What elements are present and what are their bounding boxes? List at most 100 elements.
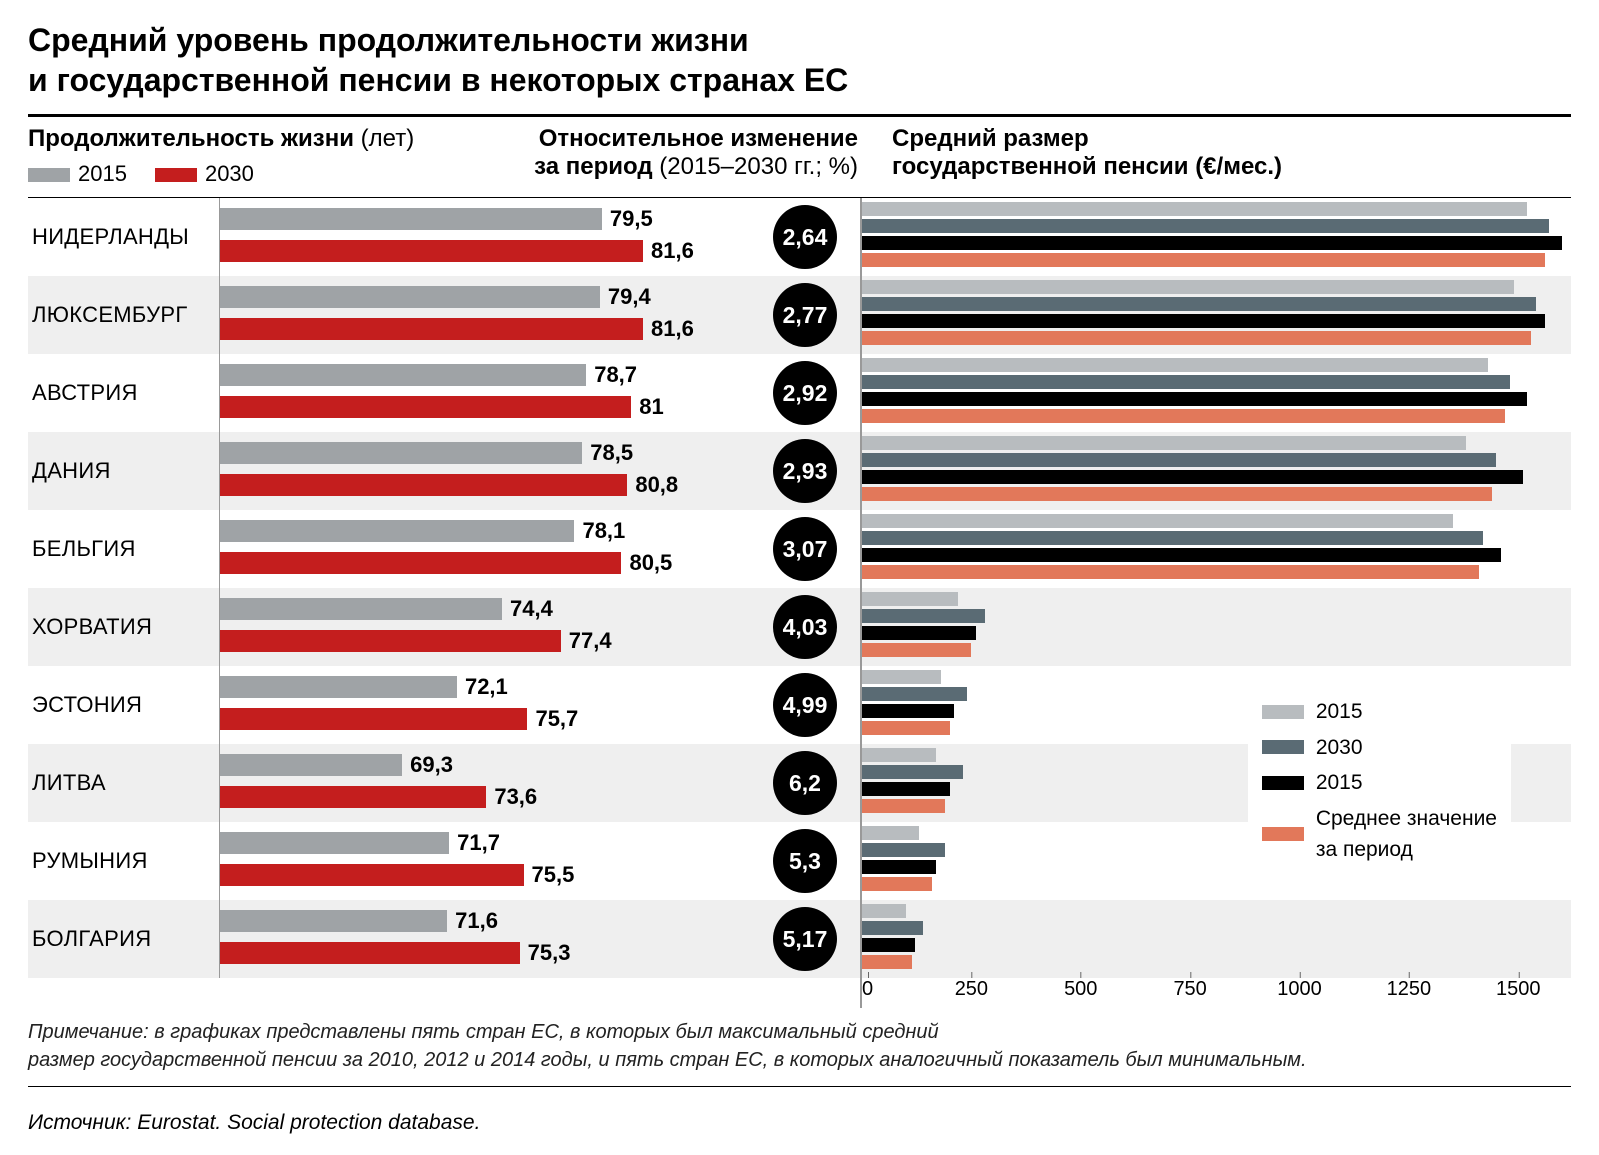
legend-life-2015: 2015 [28,161,127,187]
change-badge: 6,2 [773,751,837,815]
life-value: 79,5 [610,206,653,232]
country-label: БОЛГАРИЯ [28,900,220,978]
change-col: 2,93 [750,432,860,510]
change-badge: 2,64 [773,205,837,269]
header-life-unit: (лет) [354,125,414,152]
life-bar [220,754,402,776]
axis-tick: 1000 [1277,978,1322,1001]
country-label: ЭСТОНИЯ [28,666,220,744]
chart-title: Средний уровень продолжительности жизни … [28,20,1571,100]
change-col: 4,99 [750,666,860,744]
life-bar [220,942,520,964]
life-value: 72,1 [465,674,508,700]
life-bar [220,364,586,386]
legend-item: 2030 [1262,732,1497,764]
pension-bar [862,670,941,684]
pension-bar [862,938,915,952]
header-life-main: Продолжительность жизни [28,125,354,152]
country-label: ЛИТВА [28,744,220,822]
header-pension-l2: государственной пенсии (€/мес.) [892,153,1571,181]
pension-bar [862,202,1527,216]
pension-bar [862,253,1545,267]
pension-bar [862,609,985,623]
country-label: БЕЛЬГИЯ [28,510,220,588]
change-badge: 2,93 [773,439,837,503]
pension-bar [862,280,1514,294]
pension-axis-row: 0250500750100012501500 [28,978,1571,1008]
legend-swatch [1262,827,1304,841]
pension-bar [862,704,954,718]
column-headers: Продолжительность жизни (лет) 2015 2030 … [28,117,1571,197]
life-value: 71,6 [455,908,498,934]
life-value: 75,5 [532,862,575,888]
life-value: 79,4 [608,284,651,310]
legend-life: 2015 2030 [28,161,518,187]
country-label: НИДЕРЛАНДЫ [28,198,220,276]
pension-bar [862,765,963,779]
pension-bar [862,782,950,796]
life-bar [220,864,524,886]
life-bar [220,676,457,698]
pension-bar [862,314,1545,328]
header-change-l2a: за период [534,153,659,180]
axis-tick: 750 [1173,978,1206,1001]
life-bars: 78,781 [220,354,750,432]
life-bars: 74,477,4 [220,588,750,666]
table-row: ДАНИЯ78,580,82,93 [28,432,1571,510]
pension-bar [862,904,906,918]
life-bars: 72,175,7 [220,666,750,744]
life-bar [220,318,643,340]
country-label: ХОРВАТИЯ [28,588,220,666]
country-label: РУМЫНИЯ [28,822,220,900]
life-bar [220,520,574,542]
table-row: ХОРВАТИЯ74,477,44,03 [28,588,1571,666]
change-col: 5,17 [750,900,860,978]
change-col: 5,3 [750,822,860,900]
pension-bar [862,409,1505,423]
life-bar [220,598,502,620]
life-bar [220,208,602,230]
change-badge: 2,92 [773,361,837,425]
change-badge: 3,07 [773,517,837,581]
pension-bar [862,826,919,840]
life-bar [220,786,486,808]
legend-swatch [1262,776,1304,790]
life-bar [220,286,600,308]
life-bars: 78,180,5 [220,510,750,588]
life-value: 75,3 [528,940,571,966]
pension-bar [862,297,1536,311]
life-value: 78,5 [590,440,633,466]
pension-bar [862,626,976,640]
title-line1: Средний уровень продолжительности жизни [28,22,749,58]
country-label: ЛЮКСЕМБУРГ [28,276,220,354]
footnote: Примечание: в графиках представлены пять… [28,1018,1571,1074]
footnote-l1: Примечание: в графиках представлены пять… [28,1021,939,1043]
header-change-l1: Относительное изменение [518,125,858,153]
life-bar [220,910,447,932]
legend-label: 2015 [1316,767,1363,799]
footnote-l2: размер государственной пенсии за 2010, 2… [28,1049,1307,1071]
life-value: 74,4 [510,596,553,622]
pension-bar [862,487,1492,501]
axis-tick: 500 [1064,978,1097,1001]
table-row: БЕЛЬГИЯ78,180,5 3,07 [28,510,1571,588]
pension-bar [862,392,1527,406]
life-value: 73,6 [494,784,537,810]
table-row: ЛЮКСЕМБУРГ 79,481,6 2,77 [28,276,1571,354]
change-col: 2,92 [750,354,860,432]
pension-bar [862,643,971,657]
life-bar [220,474,627,496]
pension-bar [862,514,1453,528]
life-value: 78,7 [594,362,637,388]
legend-item: 2015 [1262,767,1497,799]
change-col: 2,64 [750,198,860,276]
life-bars: 79,581,6 [220,198,750,276]
pension-bar [862,843,945,857]
pension-bars [860,276,1571,354]
change-col: 2,77 [750,276,860,354]
axis-tick: 1250 [1387,978,1432,1001]
pension-bar [862,453,1496,467]
life-value: 81,6 [651,316,694,342]
legend-label: Среднее значение за период [1316,803,1497,866]
pension-bars [860,354,1571,432]
